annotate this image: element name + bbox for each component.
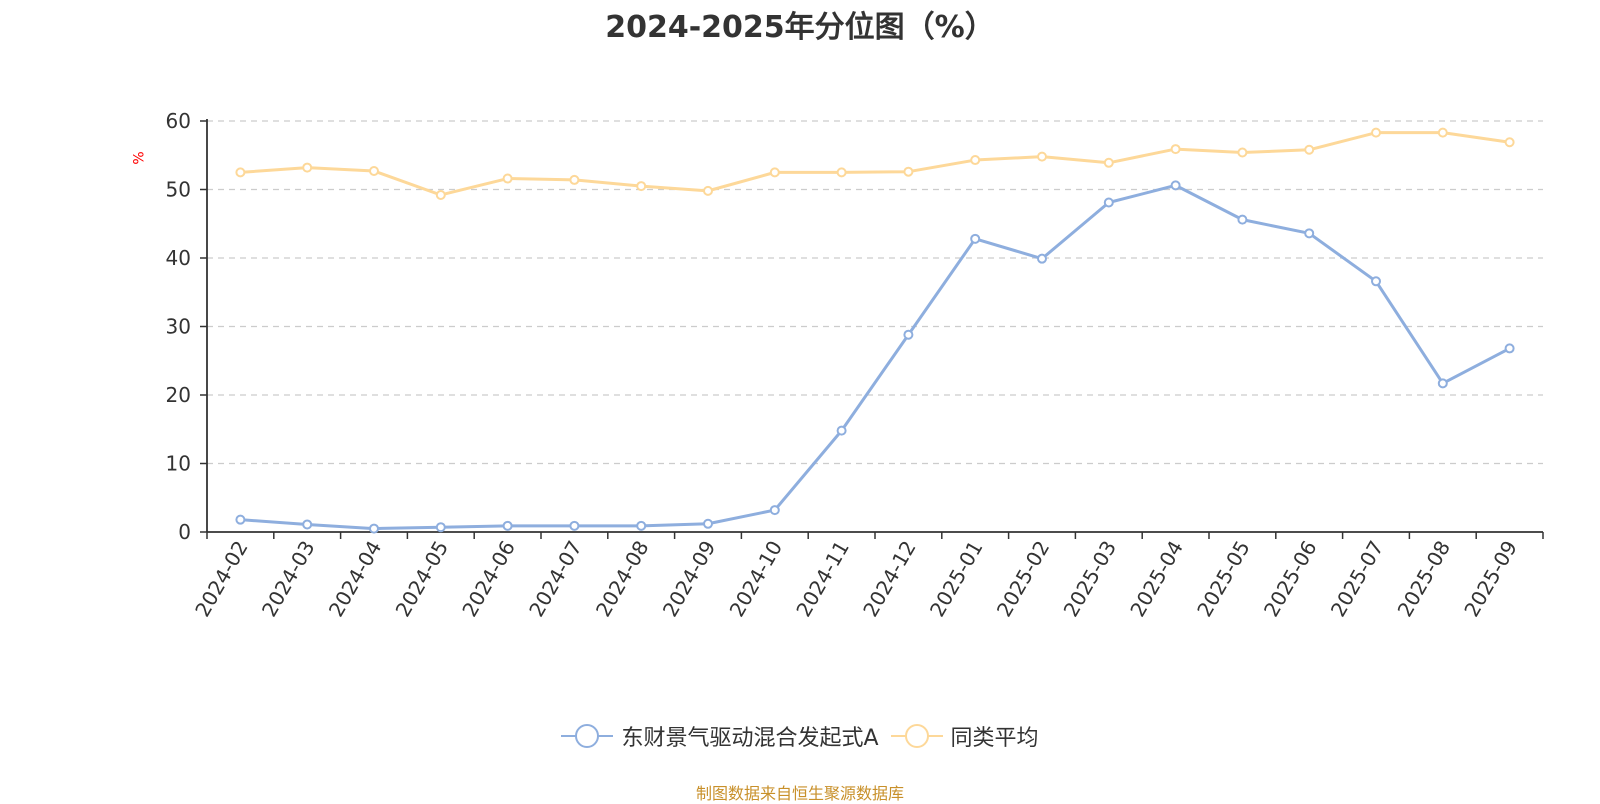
data-point — [703, 518, 713, 529]
data-point — [502, 520, 513, 531]
x-tick-label: 2024-10 — [725, 537, 788, 621]
series-0 — [235, 180, 1515, 534]
x-tick-labels: 2024-02 2024-03 2024-04 2024-05 2024-06 2024-… — [190, 536, 1522, 620]
data-point — [836, 425, 847, 436]
data-point — [903, 166, 914, 177]
x-tick-label: 2025-04 — [1125, 537, 1188, 621]
data-point — [1437, 127, 1448, 138]
data-point — [302, 162, 313, 173]
x-tick-label: 2024-12 — [858, 537, 921, 621]
x-tick-label: 2024-05 — [391, 537, 454, 621]
data-point — [235, 514, 246, 525]
legend-swatch-peer-average — [890, 723, 943, 749]
x-tick-label: 2025-08 — [1393, 537, 1456, 621]
x-tick-label: 2024-09 — [658, 537, 721, 621]
data-point — [1237, 147, 1248, 158]
data-point — [502, 173, 513, 184]
data-point — [569, 520, 580, 531]
y-tick-label: 10 — [166, 452, 191, 476]
x-tick-label: 2024-03 — [257, 537, 320, 621]
legend-swatch-fund — [561, 723, 614, 749]
data-point — [703, 185, 713, 196]
data-point — [970, 233, 981, 244]
y-tick-label: 40 — [166, 246, 191, 270]
chart-title: 2024-2025年分位图（%） — [605, 10, 995, 45]
y-tick-label: 30 — [166, 315, 191, 339]
x-tick-label: 2025-09 — [1459, 537, 1522, 621]
x-tick-label: 2024-02 — [190, 537, 253, 621]
data-point — [836, 167, 847, 178]
data-point — [1103, 197, 1114, 208]
data-point — [1170, 144, 1181, 155]
y-tick-label: 60 — [166, 109, 191, 133]
legend-item-fund[interactable]: 东财景气驱动混合发起式A — [561, 720, 879, 752]
x-tick-label: 2025-05 — [1192, 537, 1255, 621]
data-point — [369, 166, 379, 177]
data-point — [1371, 276, 1381, 287]
data-point — [1304, 144, 1315, 155]
data-point — [302, 519, 313, 530]
data-source-note: 制图数据来自恒生聚源数据库 — [695, 784, 904, 803]
data-point — [569, 174, 580, 185]
y-tick-label: 50 — [166, 178, 191, 202]
x-tick-label: 2024-04 — [324, 537, 387, 621]
x-tick-label: 2024-07 — [524, 537, 587, 621]
data-point — [1504, 343, 1515, 354]
data-point — [1437, 378, 1448, 389]
data-point — [1304, 228, 1315, 239]
data-point — [435, 189, 446, 200]
data-point — [769, 505, 780, 516]
data-point — [435, 522, 446, 533]
data-point — [636, 181, 647, 192]
data-point — [235, 167, 246, 178]
data-point — [1504, 137, 1515, 148]
x-tick-label: 2025-02 — [992, 537, 1055, 621]
x-tick-label: 2024-11 — [791, 537, 854, 621]
y-tick-labels: 0 10 20 30 40 50 60 — [166, 109, 191, 544]
legend-label-peer-average: 同类平均 — [950, 726, 1039, 751]
data-point — [369, 523, 379, 534]
y-tick-label: 0 — [178, 520, 191, 544]
data-point — [1237, 214, 1248, 225]
data-point — [636, 520, 647, 531]
x-tick-label: 2024-08 — [591, 537, 654, 621]
data-point — [769, 167, 780, 178]
data-point — [903, 329, 914, 340]
x-tick-label: 2025-06 — [1259, 537, 1322, 621]
data-point — [1037, 151, 1047, 162]
legend-label-fund: 东财景气驱动混合发起式A — [621, 726, 879, 751]
axes — [200, 119, 1544, 539]
data-point — [1170, 180, 1181, 191]
legend: 东财景气驱动混合发起式A 同类平均 — [0, 720, 1600, 752]
series-line — [238, 183, 1512, 531]
series-lines — [235, 127, 1515, 534]
x-tick-label: 2025-01 — [925, 536, 988, 620]
legend-item-peer-average[interactable]: 同类平均 — [890, 720, 1039, 752]
data-point — [970, 155, 981, 166]
data-point — [1371, 127, 1381, 138]
series-1 — [235, 127, 1515, 200]
x-tick-label: 2024-06 — [457, 537, 520, 621]
x-tick-label: 2025-03 — [1059, 537, 1122, 621]
x-tick-label: 2025-07 — [1326, 537, 1389, 621]
y-tick-label: 20 — [166, 383, 191, 407]
series-line — [238, 131, 1512, 197]
data-point — [1037, 253, 1047, 264]
data-point — [1103, 157, 1114, 168]
